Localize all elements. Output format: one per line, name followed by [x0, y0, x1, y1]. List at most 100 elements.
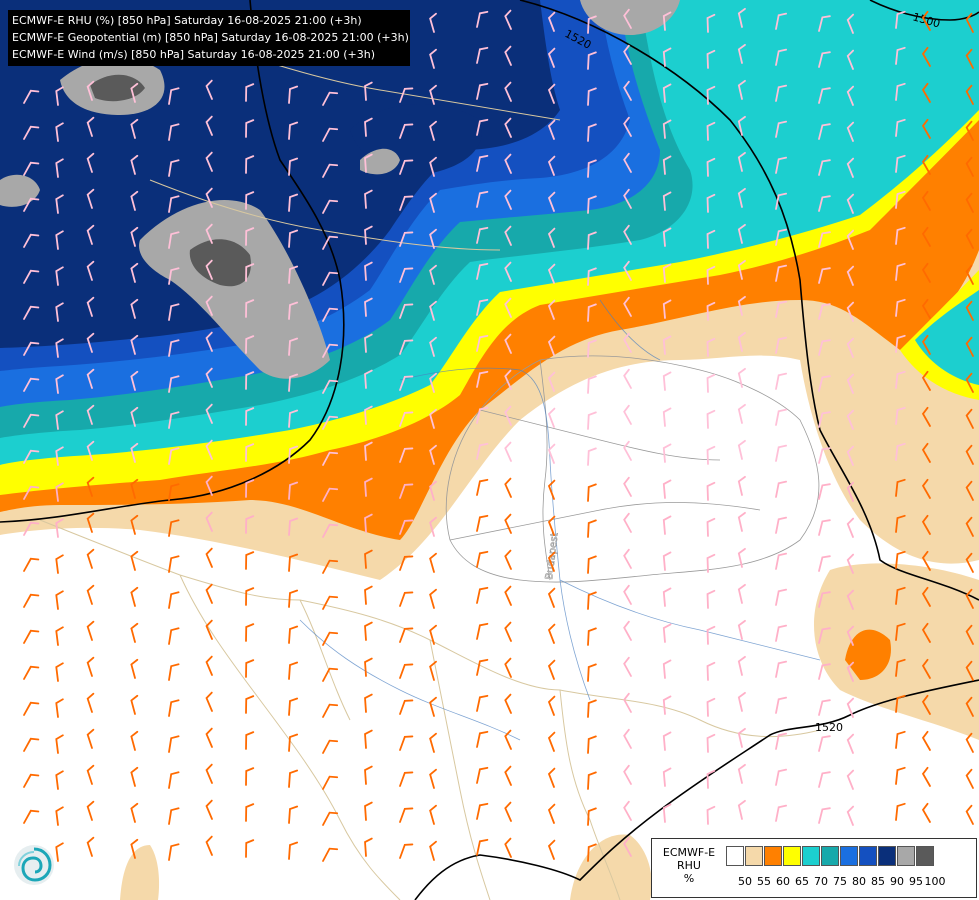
wind-barb [776, 804, 786, 822]
wind-barb [548, 805, 561, 823]
legend-tick: 70 [814, 875, 828, 888]
wind-barb [56, 627, 65, 645]
wind-barb [131, 552, 142, 570]
wind-barb [664, 444, 672, 462]
legend-swatch [916, 846, 934, 866]
legend-tick: 80 [852, 875, 866, 888]
wind-barb [323, 738, 337, 756]
wind-barb [664, 588, 672, 606]
wind-barb [504, 767, 517, 785]
wind-barb [131, 732, 142, 750]
wind-barb [588, 808, 596, 825]
map-header: ECMWF-E RHU (%) [850 hPa] Saturday 16-08… [8, 10, 410, 66]
wind-barb [477, 694, 487, 712]
legend-tick: 60 [776, 875, 790, 888]
wind-barb [289, 806, 297, 823]
wind-barb [896, 767, 905, 785]
wind-barb [819, 555, 830, 573]
wind-barb [246, 696, 253, 713]
wind-barb [548, 589, 561, 607]
wind-barb [205, 657, 218, 675]
wind-barb [588, 556, 596, 573]
wind-barb [169, 843, 179, 861]
wind-barb [664, 768, 672, 786]
wind-barb [588, 520, 596, 537]
wind-barb [623, 550, 637, 568]
legend-title-model: ECMWF-E [656, 846, 722, 859]
wind-barb [477, 730, 487, 748]
wind-barb [365, 767, 373, 784]
wind-barb [548, 625, 561, 643]
wind-barb [623, 694, 637, 712]
wind-barb [477, 514, 487, 532]
wind-barb [623, 766, 637, 784]
wind-barb [477, 478, 487, 496]
wind-barb [504, 443, 517, 461]
wind-barb [289, 770, 297, 787]
wind-barb [131, 768, 142, 786]
header-line-wind: ECMWF-E Wind (m/s) [850 hPa] Saturday 16… [12, 46, 410, 63]
wind-barb [776, 444, 786, 462]
wind-barb [87, 802, 99, 820]
wind-barb [847, 807, 860, 825]
wind-barb [707, 591, 715, 608]
wind-barb [819, 699, 830, 717]
wind-barb [131, 588, 142, 606]
wind-barb [400, 698, 412, 716]
wind-barb [588, 700, 596, 717]
wind-barb [664, 372, 672, 390]
wind-barb [56, 555, 65, 573]
legend-tick: 90 [890, 875, 904, 888]
wind-barb [246, 732, 253, 749]
wind-barb [477, 658, 487, 676]
wind-barb [205, 837, 218, 855]
wind-barb [738, 441, 749, 459]
wind-barb [588, 772, 596, 789]
wind-barb [623, 802, 637, 820]
wind-barb [24, 808, 38, 826]
wind-barb [246, 660, 253, 677]
wind-barb [504, 515, 517, 533]
wind-barb [965, 806, 979, 824]
wind-barb [588, 448, 596, 465]
wind-barb [429, 770, 440, 788]
wind-barb [289, 662, 297, 679]
wind-barb [819, 771, 830, 789]
wind-barb [738, 513, 749, 531]
legend-tick: 95 [909, 875, 923, 888]
wind-barb [776, 552, 786, 570]
legend-swatch [821, 846, 839, 866]
wind-barb [400, 806, 412, 824]
wind-barb [56, 699, 65, 717]
wind-barb [477, 802, 487, 820]
legend-swatch [840, 846, 858, 866]
wind-barb [776, 624, 786, 642]
legend-swatch [783, 846, 801, 866]
wind-barb [819, 807, 830, 825]
wind-barb [504, 695, 517, 713]
wind-barb [429, 842, 440, 860]
wind-barb [776, 696, 786, 714]
wind-barb [169, 555, 179, 573]
wind-barb [289, 698, 297, 715]
wind-barb [169, 663, 179, 681]
wind-barb [504, 623, 517, 641]
wind-barb [776, 588, 786, 606]
wind-barb [87, 658, 99, 676]
wind-barb [707, 699, 715, 716]
wind-barb [664, 660, 672, 678]
wind-barb [664, 408, 672, 426]
wind-barb [24, 664, 38, 682]
wind-barb [548, 409, 561, 427]
wind-barb [965, 770, 979, 788]
wind-barb [323, 630, 337, 648]
legend-swatch [745, 846, 763, 866]
wind-barb [707, 375, 715, 392]
wind-barb [738, 765, 749, 783]
wind-barb [205, 801, 218, 819]
wind-barb [289, 590, 297, 607]
wind-barb [169, 699, 179, 717]
wind-barb [400, 770, 412, 788]
